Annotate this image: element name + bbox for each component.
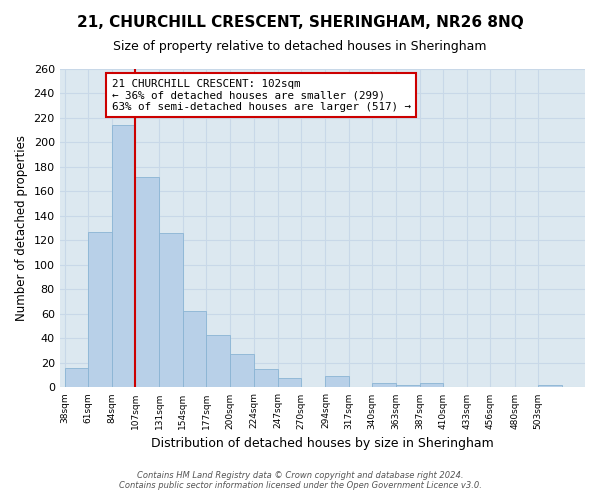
Bar bbox=[254, 369, 278, 388]
Bar bbox=[278, 378, 301, 388]
Text: 21 CHURCHILL CRESCENT: 102sqm
← 36% of detached houses are smaller (299)
63% of : 21 CHURCHILL CRESCENT: 102sqm ← 36% of d… bbox=[112, 79, 410, 112]
Bar bbox=[160, 233, 183, 388]
Bar bbox=[395, 385, 420, 388]
Bar bbox=[206, 335, 230, 388]
Bar bbox=[420, 382, 443, 388]
Bar bbox=[538, 385, 562, 388]
Bar bbox=[112, 126, 135, 388]
Text: 21, CHURCHILL CRESCENT, SHERINGHAM, NR26 8NQ: 21, CHURCHILL CRESCENT, SHERINGHAM, NR26… bbox=[77, 15, 523, 30]
X-axis label: Distribution of detached houses by size in Sheringham: Distribution of detached houses by size … bbox=[151, 437, 494, 450]
Y-axis label: Number of detached properties: Number of detached properties bbox=[15, 135, 28, 321]
Text: Contains HM Land Registry data © Crown copyright and database right 2024.
Contai: Contains HM Land Registry data © Crown c… bbox=[119, 470, 481, 490]
Bar bbox=[372, 382, 395, 388]
Bar bbox=[325, 376, 349, 388]
Bar bbox=[135, 177, 160, 388]
Bar bbox=[88, 232, 112, 388]
Bar bbox=[230, 354, 254, 388]
Bar bbox=[183, 312, 206, 388]
Text: Size of property relative to detached houses in Sheringham: Size of property relative to detached ho… bbox=[113, 40, 487, 53]
Bar bbox=[65, 368, 88, 388]
